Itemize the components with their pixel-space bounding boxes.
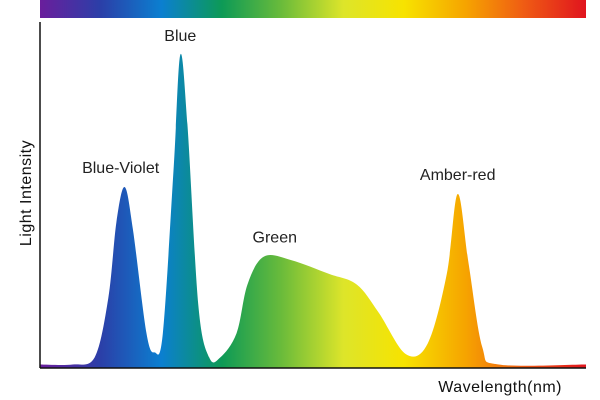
peak-label-amber-red: Amber-red [420,167,496,184]
peak-label-green: Green [253,230,297,247]
spectrum-color-bar [40,0,586,18]
peak-labels: Blue-Violet Blue Green Amber-red [82,28,495,247]
peak-label-blue-violet: Blue-Violet [82,160,160,177]
y-axis-title: Light Intensity [18,140,35,246]
x-axis-title: Wavelength(nm) [438,379,562,396]
peak-label-blue: Blue [164,28,196,45]
intensity-curve-area [40,53,586,369]
